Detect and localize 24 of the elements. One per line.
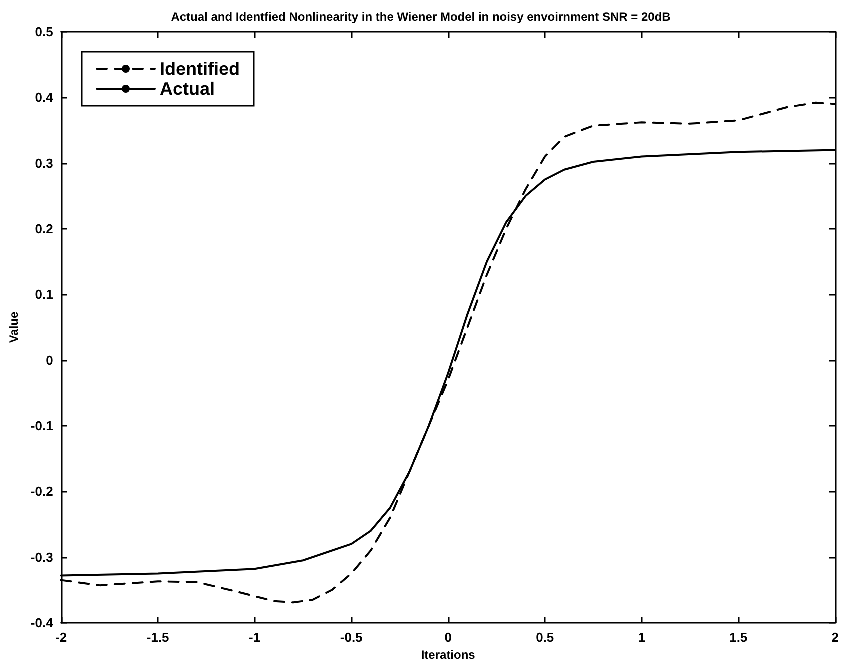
x-tick-label: -0.5: [340, 630, 363, 645]
x-tick-label: 0: [444, 630, 452, 645]
legend-label: Identified: [160, 59, 240, 79]
y-tick-label: -0.3: [30, 550, 54, 565]
y-tick-label: 0.4: [35, 90, 54, 106]
y-tick-label: -0.4: [30, 616, 54, 630]
y-tick-label: 0.5: [35, 24, 54, 40]
chart-title: Actual and Identfied Nonlinearity in the Wiener Model in noisy envoirnment SNR = 20dB: [171, 10, 672, 24]
y-tick-label: -0.1: [30, 418, 54, 434]
x-tick-label: -1: [249, 630, 261, 645]
y-tick-label: 0.2: [35, 222, 54, 236]
x-tick-label: 1.5: [730, 630, 748, 645]
x-tick-label: 1: [638, 630, 646, 645]
y-axis-title: Value: [7, 312, 21, 344]
legend-label: Actual: [160, 79, 216, 99]
y-tick-label: 0: [46, 352, 54, 368]
y-tick-label: 0.3: [35, 156, 54, 171]
x-tick-label: 0.5: [536, 630, 554, 645]
x-axis-title: Iterations: [421, 648, 476, 662]
x-tick-label: 2: [832, 630, 839, 645]
y-tick-label: 0.1: [35, 287, 54, 302]
x-tick-label: -2: [56, 630, 68, 645]
y-tick-label: -0.2: [30, 484, 54, 500]
x-tick-label: -1.5: [146, 630, 170, 645]
